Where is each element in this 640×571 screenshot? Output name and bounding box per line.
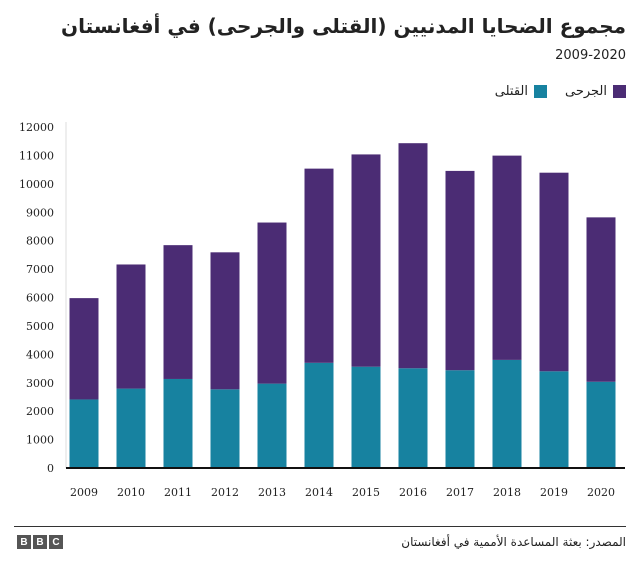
source-note: المصدر: بعثة المساعدة الأممية في أفغانست…: [401, 535, 626, 549]
legend-swatch-injured: [613, 85, 626, 98]
bar-killed: [257, 383, 287, 468]
bar-killed: [586, 381, 616, 468]
bar-injured: [116, 264, 146, 389]
bar-killed: [116, 388, 146, 468]
bar-killed: [351, 366, 381, 468]
bar-injured: [492, 155, 522, 360]
y-tick-label: 3000: [26, 377, 54, 390]
y-tick-label: 8000: [26, 235, 54, 248]
x-tick-label: 2019: [540, 486, 568, 499]
bar-killed: [304, 362, 334, 468]
x-tick-label: 2015: [352, 486, 380, 499]
stacked-bar-chart: 0 1000 2000 3000 4000 5000 6000 7000 8000 9000 100…: [19, 121, 625, 499]
x-tick-label: 2020: [587, 486, 615, 499]
x-tick-label: 2009: [70, 486, 98, 499]
chart-title: مجموع الضحايا المدنيين (القتلى والجرحى) …: [61, 14, 626, 38]
legend-label-injured: الجرحى: [564, 84, 607, 99]
y-tick-label: 7000: [26, 263, 54, 276]
x-tick-label: 2013: [258, 486, 286, 499]
bar-killed: [69, 399, 99, 468]
y-tick-label: 4000: [26, 348, 54, 361]
x-tick-label: 2018: [493, 486, 521, 499]
y-tick-label: 1000: [26, 434, 54, 447]
x-tick-label: 2017: [446, 486, 474, 499]
bar-injured: [586, 217, 616, 382]
bar-injured: [445, 170, 475, 371]
x-tick-label: 2014: [305, 486, 333, 499]
bar-injured: [69, 298, 99, 400]
legend-swatch-killed: [533, 85, 547, 98]
bar-killed: [398, 368, 428, 468]
x-tick-label: 2016: [399, 486, 427, 499]
x-tick-label: 2011: [164, 486, 192, 499]
x-tick-label: 2010: [117, 486, 145, 499]
bar-killed: [163, 378, 193, 468]
bar-killed: [492, 359, 522, 468]
y-tick-label: 0: [47, 462, 54, 475]
bar-injured: [398, 143, 428, 369]
y-tick-label: 11000: [19, 149, 54, 162]
y-tick-label: 6000: [26, 292, 54, 305]
chart-subtitle: 2009-2020: [555, 48, 626, 63]
y-tick-label: 12000: [19, 121, 54, 134]
footer-divider: [14, 526, 626, 527]
legend-item-injured: الجرحى: [565, 84, 626, 99]
legend-label-killed: القتلى: [494, 84, 528, 99]
bar-killed: [539, 371, 569, 468]
bar-killed: [210, 389, 240, 468]
bar-injured: [257, 222, 287, 384]
legend: الجرحى القتلى: [495, 84, 626, 99]
bar-injured: [304, 168, 334, 363]
legend-item-killed: القتلى: [495, 84, 547, 99]
y-tick-label: 5000: [26, 320, 54, 333]
x-tick-label: 2012: [211, 486, 239, 499]
bar-injured: [163, 245, 193, 379]
y-tick-label: 10000: [19, 178, 54, 191]
bar-injured: [539, 172, 569, 372]
bar-injured: [210, 252, 240, 390]
y-tick-label: 9000: [26, 206, 54, 219]
bar-killed: [445, 370, 475, 468]
y-tick-label: 2000: [26, 405, 54, 418]
bar-injured: [351, 154, 381, 367]
